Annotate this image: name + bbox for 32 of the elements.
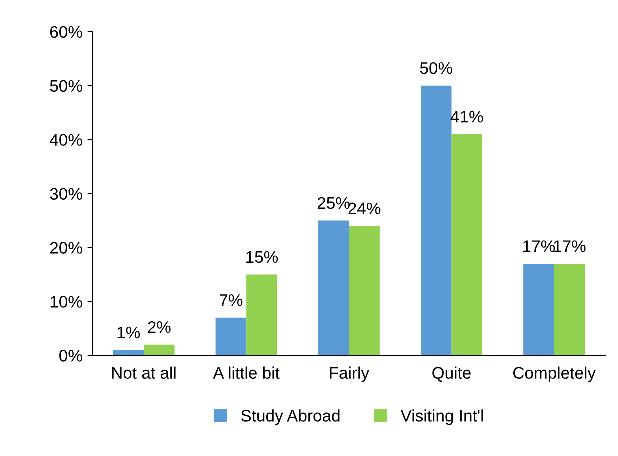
data-label: 2% [148,321,171,334]
data-label: 15% [246,251,278,264]
bar [318,220,350,356]
y-tick-label: 40% [50,134,82,146]
bar [216,318,247,356]
x-tick-label: Completely [514,366,596,382]
x-tick-label: Fairly [330,366,370,382]
x-tick-label: Quite [432,366,471,382]
data-label: 1% [118,326,140,339]
y-tick-label: 0% [60,350,82,362]
data-label: 17% [524,240,556,252]
data-label: 50% [420,62,452,74]
y-tick-label: 30% [50,188,82,200]
bar [246,274,278,356]
data-label: 25% [318,197,350,210]
y-tick-label: 10% [50,296,82,308]
y-tick-label: 60% [50,26,82,38]
bar [554,264,586,356]
y-tick-label: 20% [50,242,82,254]
bar [420,86,452,356]
data-label: 7% [220,294,243,306]
y-tick-label: 50% [50,80,82,92]
bar [524,264,554,356]
legend-label: Visiting Int'l [400,410,484,426]
bar [452,134,483,356]
bar [144,344,175,356]
x-tick-label: A little bit [213,366,280,380]
x-tick-label: Not at all [112,366,176,380]
data-label: 24% [348,202,381,214]
data-label: 17% [554,240,586,252]
legend-label: Study Abroad [241,410,340,426]
bar [349,226,380,356]
